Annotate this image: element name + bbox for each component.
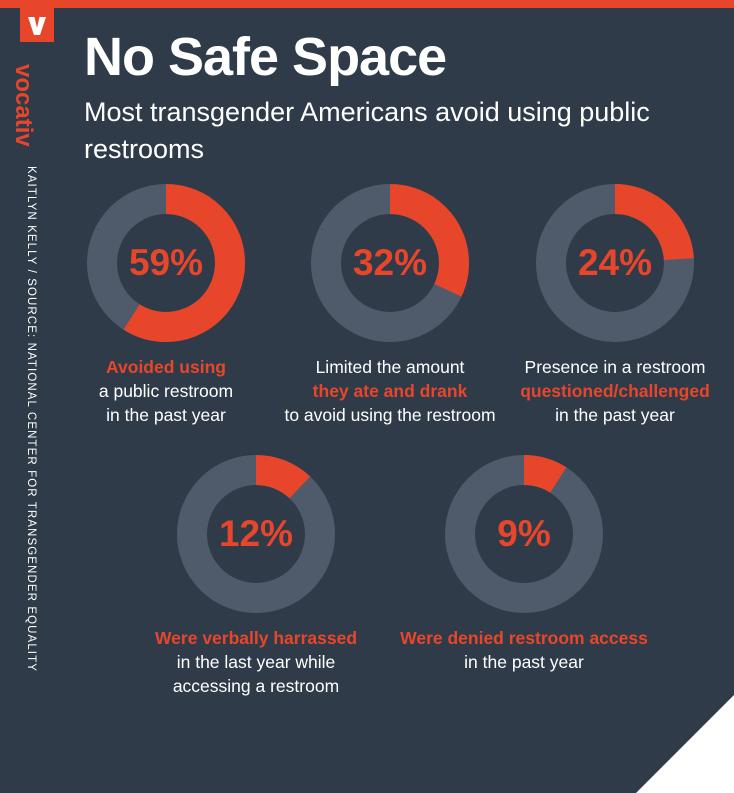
page-title: No Safe Space bbox=[84, 27, 447, 87]
caption-line: accessing a restroom bbox=[172, 676, 340, 696]
page-curl-corner bbox=[636, 695, 734, 793]
caption-line: in the last year while bbox=[176, 652, 336, 672]
caption-line: a public restroom bbox=[98, 381, 234, 401]
donut-caption: Limited the amount they ate and drank to a… bbox=[260, 355, 520, 427]
donut-chart: 9% bbox=[444, 454, 604, 614]
page-subtitle: Most transgender Americans avoid using p… bbox=[84, 97, 650, 164]
donut-chart: 32% bbox=[310, 183, 470, 343]
caption-line: in the past year bbox=[106, 405, 226, 425]
donut-svg bbox=[536, 184, 694, 342]
donut-svg bbox=[87, 184, 245, 342]
donut-value-slice bbox=[445, 455, 603, 613]
donut-caption: Presence in a restroom questioned/challen… bbox=[485, 355, 734, 427]
caption-highlight-line: they ate and drank bbox=[312, 381, 468, 401]
caption-highlight-line: Were denied restroom access bbox=[400, 628, 648, 648]
donut-caption: Were verbally harrassed in the last year … bbox=[126, 626, 386, 698]
caption-highlight-line: questioned/challenged bbox=[520, 381, 710, 401]
donut-value-slice bbox=[87, 184, 245, 342]
donut-value-slice bbox=[311, 184, 469, 342]
donut-percent-label: 24% bbox=[577, 242, 653, 283]
vocativ-logo-icon bbox=[20, 8, 54, 42]
donut-value-slice bbox=[536, 184, 694, 342]
donut-value-slice bbox=[177, 455, 335, 613]
donut-svg bbox=[177, 455, 335, 613]
donut-svg bbox=[311, 184, 469, 342]
caption-line: Limited the amount bbox=[315, 357, 465, 377]
top-accent-bar bbox=[0, 0, 734, 8]
caption-line: Presence in a restroom bbox=[524, 357, 706, 377]
caption-highlight-line: Were verbally harrassed bbox=[154, 628, 358, 648]
donut-caption: Avoided using a public restroom in the pas… bbox=[36, 355, 296, 427]
caption-line: to avoid using the restroom bbox=[284, 405, 496, 425]
donut-percent-label: 9% bbox=[497, 513, 551, 554]
donut-percent-label: 32% bbox=[352, 242, 428, 283]
donut-caption: Were denied restroom access in the past y… bbox=[394, 626, 654, 674]
donut-svg bbox=[445, 455, 603, 613]
donut-chart: 12% bbox=[176, 454, 336, 614]
brand-wordmark: vocativ bbox=[10, 64, 37, 147]
caption-line: in the past year bbox=[555, 405, 675, 425]
donut-percent-label: 59% bbox=[128, 242, 204, 283]
donut-percent-label: 12% bbox=[218, 513, 294, 554]
donut-chart: 24% bbox=[535, 183, 695, 343]
caption-line: in the past year bbox=[464, 652, 584, 672]
caption-highlight-line: Avoided using bbox=[106, 357, 226, 377]
donut-chart: 59% bbox=[86, 183, 246, 343]
